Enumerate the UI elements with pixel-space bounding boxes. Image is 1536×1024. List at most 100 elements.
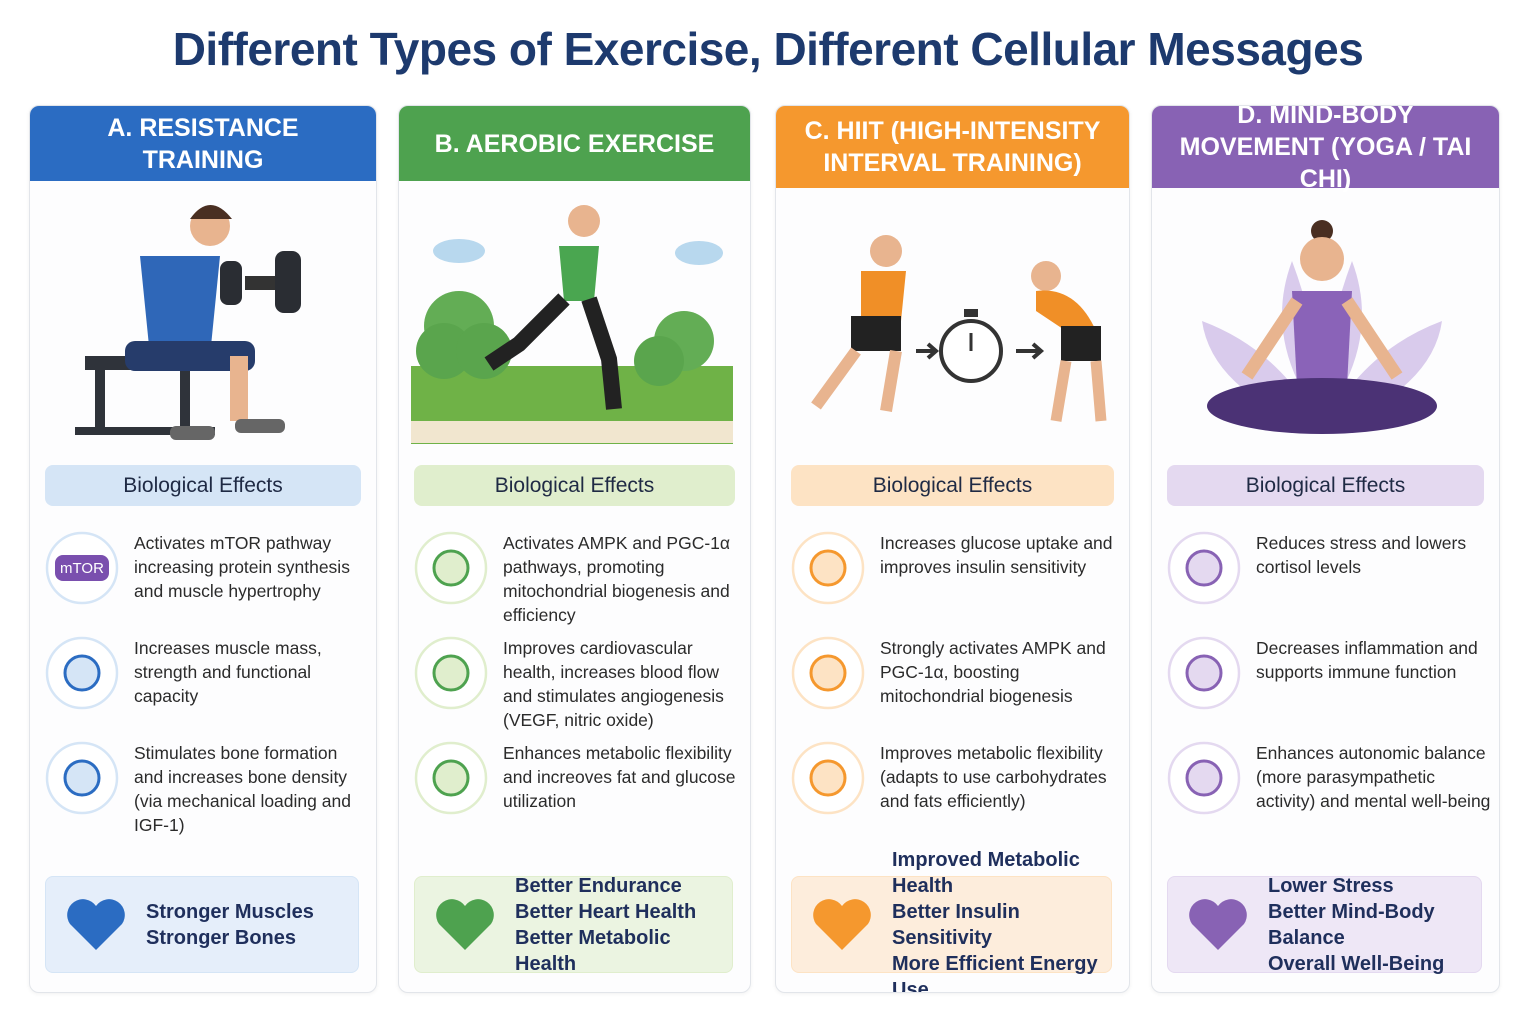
outcome: Better Metabolic Health — [515, 926, 671, 975]
shape — [964, 309, 978, 317]
shape — [811, 347, 861, 410]
column: A. RESISTANCE TRAINING Biological Effect… — [29, 105, 377, 993]
shape — [851, 316, 901, 351]
shape — [809, 549, 847, 587]
shape — [1031, 261, 1061, 291]
shape — [63, 654, 101, 692]
outcome: Stronger Bones — [146, 926, 297, 949]
outcome-lines: Better Endurance Better Heart Health Bette… — [515, 875, 732, 975]
shape — [140, 256, 220, 356]
shape — [1061, 326, 1101, 361]
shape — [634, 336, 684, 386]
column-heading: A. RESISTANCE TRAINING — [30, 106, 376, 181]
outcome-icon — [433, 894, 497, 961]
effect-text: Reduces stress and lowers cortisol level… — [1256, 533, 1467, 577]
outcome-lines: Improved Metabolic Health Better Insulin … — [892, 849, 1111, 993]
outcome: Improved Metabolic Health — [892, 848, 1080, 897]
effect-icon — [45, 636, 119, 715]
shape — [1167, 636, 1241, 710]
shape — [436, 899, 494, 950]
shape — [1300, 237, 1344, 281]
effect-text: Improves metabolic flexibility (adapts t… — [880, 743, 1107, 811]
effect-text: Enhances metabolic flexibility and incre… — [503, 743, 736, 811]
shape — [870, 235, 902, 267]
effect-icon — [414, 741, 488, 820]
shape — [484, 293, 570, 371]
effect-text: Improves cardiovascular health, increase… — [503, 638, 724, 730]
shape — [1207, 378, 1437, 434]
shape — [67, 899, 125, 950]
shape — [809, 654, 847, 692]
column: D. MIND-BODY MOVEMENT (YOGA / TAI CHI) B… — [1151, 105, 1500, 993]
icon-label: mTOR — [60, 560, 104, 577]
shape — [432, 759, 470, 797]
shape — [1167, 531, 1241, 605]
shape — [559, 246, 599, 301]
shape — [1241, 297, 1403, 380]
column-heading: B. AEROBIC EXERCISE — [399, 106, 750, 181]
illustration — [1202, 220, 1442, 434]
effect: Stimulates bone formation and increases … — [45, 741, 368, 841]
section-label: Biological Effects — [45, 465, 361, 506]
effect: Strongly activates AMPK and PGC-1α, boos… — [791, 636, 1121, 736]
shape — [125, 341, 255, 371]
shape — [245, 276, 275, 290]
shape — [916, 342, 1045, 360]
illustration — [75, 205, 301, 440]
outcome: Better Mind-Body Balance — [1268, 900, 1435, 949]
shape — [45, 636, 119, 710]
shape — [1311, 220, 1333, 242]
shape — [880, 350, 902, 412]
shape: mTOR — [45, 531, 119, 605]
effect-icon — [1167, 636, 1241, 715]
outcome: Stronger Muscles — [146, 900, 314, 923]
shape — [414, 636, 488, 710]
effect-text: Increases muscle mass, strength and func… — [134, 638, 322, 706]
effect: Enhances autonomic balance (more parasym… — [1167, 741, 1491, 841]
outcome: Overall Well-Being — [1268, 952, 1445, 975]
illustration — [811, 235, 1107, 422]
shape — [1167, 741, 1241, 815]
outcome-box: Improved Metabolic Health Better Insulin … — [791, 849, 1112, 993]
shape — [1189, 899, 1247, 950]
shape — [433, 239, 485, 263]
shape — [170, 426, 215, 440]
shape — [1185, 759, 1223, 797]
effect: Enhances metabolic flexibility and incre… — [414, 741, 742, 841]
effect: Increases glucose uptake and improves in… — [791, 531, 1121, 631]
effect-text: Stimulates bone formation and increases … — [134, 743, 351, 835]
shape — [414, 741, 488, 815]
section-label: Biological Effects — [414, 465, 735, 506]
outcome-lines: Lower Stress Better Mind-Body Balance Over… — [1268, 875, 1481, 975]
title: Different Types of Exercise, Different C… — [172, 23, 1364, 75]
shape — [791, 531, 865, 605]
effect-icon — [45, 741, 119, 820]
shape — [1185, 654, 1223, 692]
shape — [436, 899, 494, 950]
section-label: Biological Effects — [791, 465, 1114, 506]
shape — [581, 296, 622, 410]
outcome-icon — [64, 894, 128, 961]
column-heading: C. HIIT (HIGH-INTENSITY INTERVAL TRAININ… — [776, 106, 1129, 188]
shape — [813, 899, 871, 950]
shape — [75, 427, 215, 435]
shape — [63, 759, 101, 797]
shape — [568, 205, 600, 237]
effect-icon — [414, 531, 488, 610]
shape — [180, 370, 190, 430]
effect-icon — [1167, 531, 1241, 610]
shape — [432, 549, 470, 587]
effect-text: Decreases inflammation and supports immu… — [1256, 638, 1478, 682]
effect-text: Enhances autonomic balance (more parasym… — [1256, 743, 1491, 811]
shape — [95, 370, 105, 430]
outcome: Better Endurance — [515, 874, 682, 897]
section-label: Biological Effects — [1167, 465, 1484, 506]
outcome: Better Heart Health — [515, 900, 697, 923]
effect-icon — [414, 636, 488, 715]
shape — [416, 323, 472, 379]
effect: Improves metabolic flexibility (adapts t… — [791, 741, 1121, 841]
shape — [220, 261, 242, 305]
shape — [414, 531, 488, 605]
effect-icon — [791, 741, 865, 820]
shape — [45, 741, 119, 815]
